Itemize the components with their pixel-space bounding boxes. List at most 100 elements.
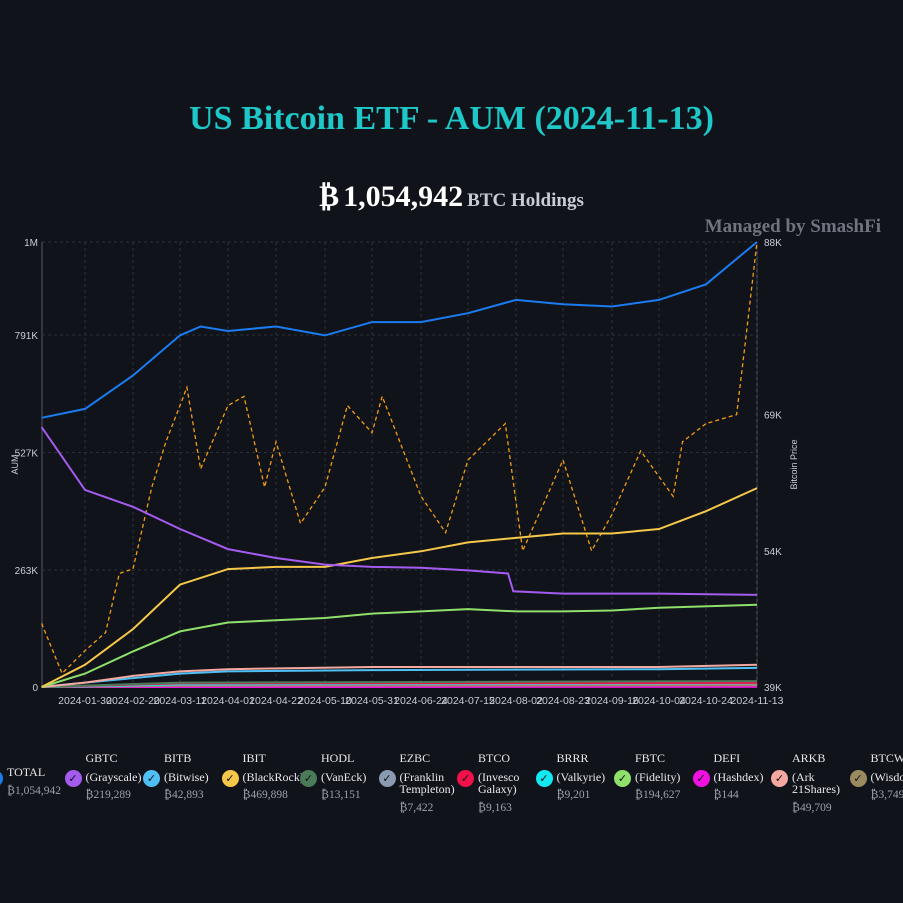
checkbox-check-icon[interactable]: ✓	[535, 770, 553, 787]
legend-value: ₿49,709	[792, 801, 832, 814]
legend-ticker: TOTAL	[7, 765, 46, 779]
legend-item-arkb[interactable]: ✓ ARKB (Ark 21Shares) ₿49,709	[771, 752, 849, 814]
checkbox-check-icon[interactable]: ✓	[771, 770, 788, 787]
legend-issuer: (Bitwise)	[164, 769, 209, 784]
checkbox-check-icon[interactable]: ✓	[457, 770, 474, 787]
series-line-hodl	[41, 680, 758, 688]
legend-issuer: (Grayscale)	[85, 769, 142, 784]
checkbox-check-icon[interactable]: ✓	[64, 770, 82, 787]
series-line-gbtc	[40, 426, 758, 596]
legend-text: DEFI (Hashdex) ₿144	[714, 752, 776, 802]
checkbox-check-icon[interactable]: ✓	[143, 770, 160, 787]
checkbox-check-icon[interactable]: ✓	[849, 770, 867, 787]
legend-ticker: BTCO	[478, 751, 511, 765]
x-tick-label: 2024-10-04	[632, 695, 686, 707]
legend-text: HODL (VanEck) ₿13,151	[321, 752, 383, 802]
legend-issuer: (BlackRock)	[242, 769, 304, 784]
legend-issuer: (VanEck)	[321, 769, 367, 784]
watermark: Managed by SmashFi	[704, 216, 881, 237]
y2-axis-label: Bitcoin Price	[789, 439, 799, 489]
legend-ticker: FBTC	[635, 751, 666, 765]
legend-ticker: BITB	[164, 751, 192, 765]
series-line-ibit	[41, 487, 758, 688]
x-tick-label: 2024-10-24	[679, 695, 733, 707]
legend-item-btcw[interactable]: ✓BTCW (WisdomTree) ₿3,749	[849, 752, 903, 802]
series-line-fbtc	[41, 603, 758, 688]
y-tick-label: 527K	[15, 448, 39, 459]
legend-ticker: BTCW	[870, 751, 903, 765]
legend-text: EZBC (Franklin Templeton) ₿7,422	[400, 752, 462, 814]
legend-ticker: IBIT	[242, 751, 266, 765]
y2-tick-label: 54K	[764, 547, 782, 558]
x-tick-label: 2024-04-22	[249, 695, 303, 707]
legend-ticker: HODL	[321, 751, 355, 765]
x-tick-label: 2024-08-02	[489, 695, 543, 707]
legend-item-defi[interactable]: ✓ DEFI (Hashdex) ₿144	[692, 752, 771, 802]
series-line-bitcoin-price	[40, 241, 758, 675]
legend-item-bitb[interactable]: ✓ BITB (Bitwise) ₿42,893	[143, 752, 221, 802]
legend-text: GBTC (Grayscale) ₿219,289	[86, 752, 148, 802]
checkbox-check-icon[interactable]: ✓	[0, 770, 3, 787]
y-tick-label: 0	[32, 683, 38, 694]
x-tick-label: 2024-06-24	[394, 695, 448, 707]
legend-value: ₿42,893	[164, 789, 204, 801]
x-tick-label: 2024-01-30	[58, 695, 112, 707]
legend-issuer: (Fidelity)	[635, 769, 681, 784]
checkbox-check-icon[interactable]: ✓	[692, 770, 710, 787]
x-tick-label: 2024-02-20	[106, 695, 160, 707]
chart-title: US Bitcoin ETF - AUM (2024-11-13)	[189, 100, 714, 137]
legend-text: BTCO (Invesco Galaxy) ₿9,163	[478, 752, 540, 814]
legend-item-fbtc[interactable]: ✓ FBTC (Fidelity) ₿194,627	[614, 752, 692, 802]
checkbox-check-icon[interactable]: ✓	[221, 770, 239, 787]
legend-value: ₿194,627	[635, 789, 681, 801]
legend-ticker: ARKB	[792, 751, 826, 765]
y2-tick-label: 39K	[764, 683, 782, 694]
x-tick-label: 2024-05-31	[345, 695, 399, 707]
btc-holdings: ₿ 1,054,942 BTC Holdings	[0, 180, 903, 214]
legend-value: ₿9,163	[478, 801, 512, 814]
legend-text: BITB (Bitwise) ₿42,893	[164, 752, 226, 802]
x-tick-label: 2024-11-13	[731, 695, 784, 707]
x-tick-label: 2024-09-16	[585, 695, 639, 707]
legend-text: TOTAL ₿1,054,942	[7, 766, 69, 797]
aum-chart[interactable]: 0263K527K791K1M39K54K69K88K2024-01-30202…	[0, 230, 903, 720]
legend-text: BRRR (Valkyrie) ₿9,201	[557, 752, 619, 802]
legend-value: ₿469,898	[242, 789, 288, 801]
checkbox-check-icon[interactable]: ✓	[614, 770, 631, 787]
legend-issuer: (Invesco Galaxy)	[478, 769, 520, 796]
legend-item-hodl[interactable]: ✓ HODL (VanEck) ₿13,151	[300, 752, 378, 802]
holdings-value: 1,054,942	[343, 180, 464, 213]
legend-item-ibit[interactable]: ✓ IBIT (BlackRock) ₿469,898	[221, 752, 304, 802]
legend-value: ₿3,749	[870, 789, 903, 801]
legend-value: ₿144	[713, 789, 739, 801]
legend-item-ezbc[interactable]: ✓ EZBC (Franklin Templeton) ₿7,422	[378, 752, 457, 814]
y-axis-label: AUM	[10, 455, 20, 475]
legend-value: ₿9,201	[556, 789, 591, 801]
legend-issuer: (Valkyrie)	[556, 769, 606, 784]
legend-item-total[interactable]: ✓ TOTAL ₿1,054,942	[0, 752, 64, 797]
legend-item-gbtc[interactable]: ✓ GBTC (Grayscale) ₿219,289	[64, 752, 143, 802]
legend-ticker: BRRR	[556, 751, 589, 765]
legend-issuer: (Hashdex)	[713, 769, 764, 784]
y2-tick-label: 88K	[764, 238, 782, 249]
checkbox-check-icon[interactable]: ✓	[378, 770, 396, 787]
x-tick-label: 2024-08-23	[536, 695, 590, 707]
legend-item-btco[interactable]: ✓ BTCO (Invesco Galaxy) ₿9,163	[457, 752, 535, 814]
checkbox-check-icon[interactable]: ✓	[300, 770, 317, 787]
legend-issuer: (Franklin Templeton)	[399, 769, 455, 796]
y-tick-label: 1M	[24, 238, 38, 249]
x-tick-label: 2024-07-15	[441, 695, 495, 707]
x-tick-label: 2024-04-01	[201, 695, 255, 707]
legend-value: ₿1,054,942	[7, 784, 61, 797]
legend-text: BTCW (WisdomTree) ₿3,749	[871, 752, 903, 802]
holdings-label: BTC Holdings	[467, 190, 584, 211]
x-tick-label: 2024-03-11	[154, 695, 207, 707]
legend-ticker: DEFI	[713, 751, 741, 765]
holdings-symbol: ₿	[319, 180, 340, 213]
legend-text: ARKB (Ark 21Shares) ₿49,709	[792, 752, 854, 814]
legend-item-brrr[interactable]: ✓ BRRR (Valkyrie) ₿9,201	[535, 752, 614, 802]
series-line-total	[41, 241, 758, 419]
legend-text: FBTC (Fidelity) ₿194,627	[635, 752, 697, 802]
y2-tick-label: 69K	[764, 411, 782, 422]
y-tick-label: 263K	[15, 566, 39, 577]
